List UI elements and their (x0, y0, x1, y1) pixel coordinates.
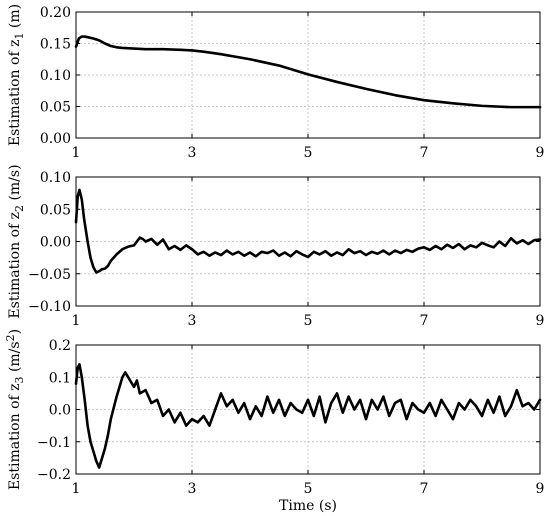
y-tick-label: 0.1 (49, 370, 71, 386)
x-tick-label: 9 (536, 481, 545, 497)
series-line (74, 188, 542, 274)
panel-z1-estimation: 1 3 5 7 9 0.00 0.05 0.10 0.15 0.20 Estimation of z… (7, 4, 544, 161)
x-tick-label: 9 (536, 145, 545, 161)
y-axis-title: Estimation of z2 (m/s) (7, 164, 26, 318)
x-tick-label: 1 (72, 481, 81, 497)
x-tick-label: 1 (72, 145, 81, 161)
series-line (74, 35, 542, 109)
x-tick-label: 3 (188, 481, 197, 497)
y-tick-label: 0.15 (40, 37, 71, 53)
x-axis-title: Time (s) (279, 498, 337, 514)
series-line (74, 363, 542, 469)
y-tick-label: 0.2 (49, 338, 71, 354)
y-tick-label: −0.1 (37, 435, 71, 451)
x-tick-label: 5 (304, 481, 313, 497)
y-axis-title: Estimation of z1 (m) (7, 4, 26, 146)
y-tick-label: 0.20 (40, 5, 71, 21)
x-tick-label: 9 (536, 313, 545, 329)
y-tick-label: −0.2 (37, 467, 71, 483)
y-tick-label: 0.10 (40, 68, 71, 84)
y-tick-label: 0.05 (40, 202, 71, 218)
x-tick-label: 7 (420, 313, 429, 329)
panel-z3-estimation: 1 3 5 7 9 −0.2 −0.1 0.0 0.1 0.2 Estimation of z3 (… (4, 329, 544, 497)
y-tick-label: 0.10 (40, 170, 71, 186)
y-tick-label: −0.05 (28, 267, 71, 283)
x-tick-label: 7 (420, 481, 429, 497)
y-axis-title: Estimation of z3 (m/s2) (4, 329, 26, 490)
x-tick-label: 1 (72, 313, 81, 329)
x-tick-label: 5 (304, 313, 313, 329)
panel-z2-estimation: 1 3 5 7 9 −0.10 −0.05 0.00 0.05 0.10 Estimation of… (7, 164, 544, 329)
y-tick-label: 0.00 (40, 235, 71, 251)
x-tick-label: 5 (304, 145, 313, 161)
y-tick-label: −0.10 (28, 299, 71, 315)
y-tick-label: 0.05 (40, 100, 71, 116)
y-tick-label: 0.00 (40, 131, 71, 147)
x-tick-label: 3 (188, 145, 197, 161)
x-tick-label: 3 (188, 313, 197, 329)
x-tick-label: 7 (420, 145, 429, 161)
y-tick-label: 0.0 (49, 403, 71, 419)
